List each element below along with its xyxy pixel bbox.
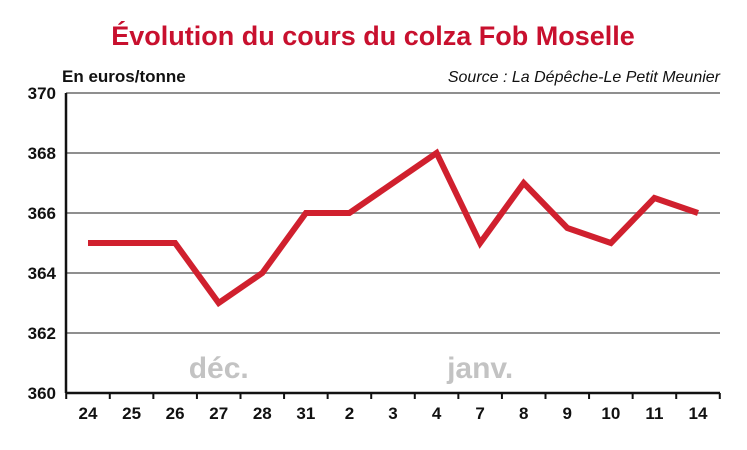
y-tick-label: 360 xyxy=(28,384,56,403)
x-tick-label: 11 xyxy=(645,404,663,423)
grid-lines xyxy=(66,92,720,334)
chart-title: Évolution du cours du colza Fob Moselle xyxy=(111,20,635,51)
x-tick-label: 10 xyxy=(601,404,620,423)
source-note: Source : La Dépêche-Le Petit Meunier xyxy=(448,69,721,86)
x-tick-label: 25 xyxy=(122,404,141,423)
x-tick-label: 24 xyxy=(79,404,98,423)
x-tick-labels: 24 25 26 27 28 31 2 3 4 7 8 9 10 11 14 xyxy=(79,404,708,423)
month-label: déc. xyxy=(189,352,249,385)
x-tick-label: 9 xyxy=(563,404,572,423)
axes xyxy=(64,93,721,399)
series-line xyxy=(88,148,699,308)
y-axis-unit-label: En euros/tonne xyxy=(62,67,186,86)
data-series xyxy=(88,148,699,308)
x-tick-label: 8 xyxy=(519,404,528,423)
y-tick-label: 368 xyxy=(28,144,56,163)
y-tick-label: 370 xyxy=(28,84,56,103)
month-label: janv. xyxy=(446,352,513,385)
y-tick-labels: 360 362 364 366 368 370 xyxy=(28,84,57,403)
x-tick-label: 28 xyxy=(253,404,272,423)
month-labels: déc. janv. xyxy=(189,352,514,385)
x-tick-label: 3 xyxy=(388,404,397,423)
x-tick-label: 4 xyxy=(432,404,442,423)
y-tick-label: 362 xyxy=(28,324,56,343)
x-tick-label: 14 xyxy=(689,404,708,423)
x-tick-label: 31 xyxy=(296,404,315,423)
x-tick-label: 27 xyxy=(209,404,228,423)
y-tick-label: 364 xyxy=(28,264,57,283)
x-tick-label: 2 xyxy=(345,404,354,423)
x-tick-label: 7 xyxy=(475,404,484,423)
x-tick-label: 26 xyxy=(166,404,185,423)
y-tick-label: 366 xyxy=(28,204,56,223)
